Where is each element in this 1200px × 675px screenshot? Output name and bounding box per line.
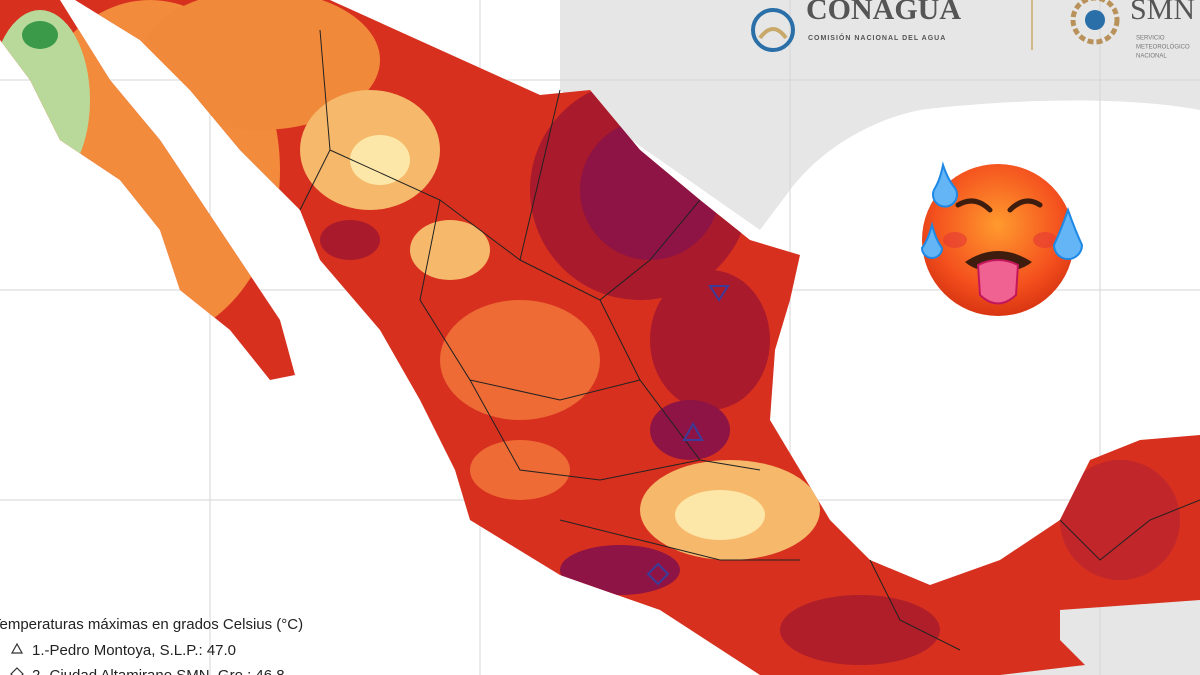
state-borders (299, 29, 1200, 651)
hot-face-emoji (920, 161, 1084, 316)
station-markers (646, 285, 730, 586)
logo-name: CONAGUA (806, 0, 961, 26)
station-marker (646, 562, 670, 586)
smn-logo: SMN SERVICIO METEOROLÓGICO NACIONAL (1070, 0, 1195, 60)
station-marker (682, 421, 704, 441)
station-marker (708, 285, 730, 302)
conagua-logo: CONAGUA COMISIÓN NACIONAL DEL AGUA (751, 0, 1033, 52)
logo-subtitle: NACIONAL (1136, 54, 1167, 60)
legend-station: 1.-Pedro Montoya, S.L.P.: 47.0 (32, 642, 236, 659)
legend-title: Temperaturas máximas en grados Celsius (… (0, 616, 303, 633)
logo-subtitle: COMISIÓN NACIONAL DEL AGUA (808, 33, 946, 42)
logo-name: SMN (1130, 0, 1195, 26)
logo-subtitle: METEOROLÓGICO (1136, 44, 1190, 51)
legend-station: 2.-Ciudad Altamirano SMN, Gro.: 46.8 (32, 667, 285, 675)
legend: Temperaturas máximas en grados Celsius (… (0, 616, 303, 675)
logo-subtitle: SERVICIO (1136, 36, 1165, 42)
